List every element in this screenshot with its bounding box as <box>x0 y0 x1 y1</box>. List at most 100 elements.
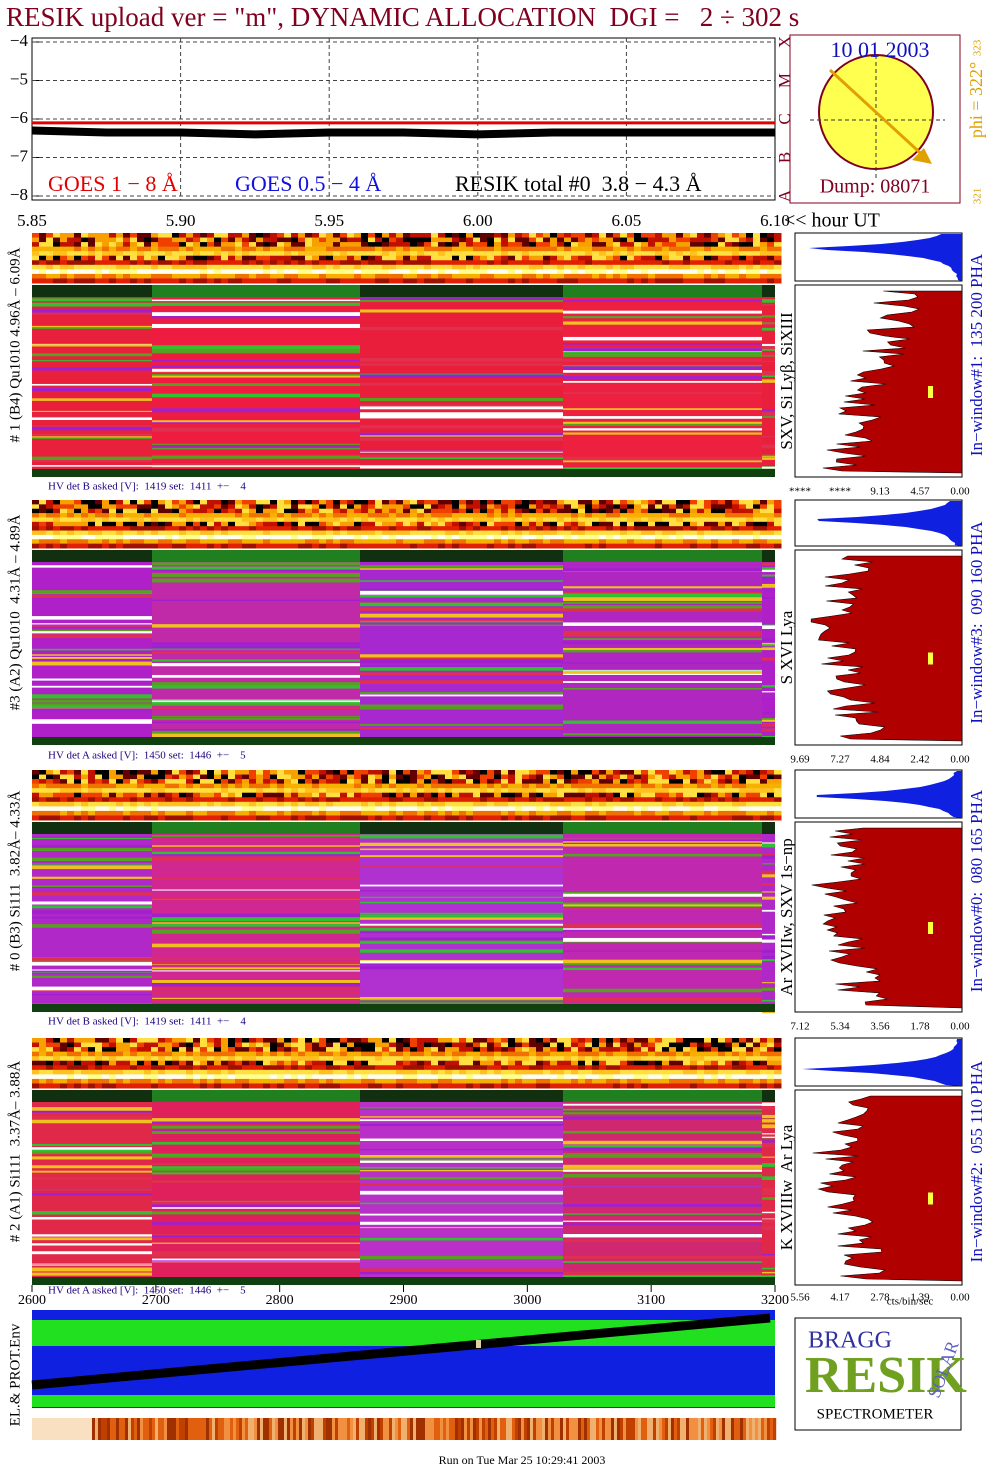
spectrogram-cell <box>599 1060 607 1066</box>
spectrogram-cell <box>648 1038 656 1044</box>
spectrogram-cell <box>606 246 614 252</box>
spectrogram-cell <box>32 797 40 803</box>
spectrogram-cell <box>662 237 670 243</box>
spectrogram-cell <box>410 255 418 261</box>
spectrogram-cell <box>438 508 446 514</box>
spectrogram-cell <box>592 530 600 536</box>
spectrogram-cell <box>277 1038 285 1044</box>
spectrogram-cell <box>473 801 481 807</box>
spectrogram-cell <box>697 783 705 789</box>
spectrogram-cell <box>186 517 194 523</box>
spectrogram-cell <box>557 543 565 549</box>
spectrogram-cell <box>599 255 607 261</box>
spectrogram-stripe <box>32 969 152 972</box>
spectrogram-cell <box>298 1042 306 1048</box>
spectrogram-cell <box>242 1047 250 1053</box>
spectrogram-cell <box>711 233 719 239</box>
spectrogram-cell <box>95 806 103 812</box>
spectrogram-cell <box>711 517 719 523</box>
spectrogram-cell <box>641 530 649 536</box>
y-tick-label: −6 <box>10 108 28 127</box>
spectrogram-cell <box>704 770 712 776</box>
spectrogram-cell <box>81 774 89 780</box>
spectrogram-stripe <box>360 901 563 904</box>
spectrogram-cell <box>487 543 495 549</box>
spectrogram-cell <box>95 539 103 545</box>
spectrogram-cell <box>564 513 572 518</box>
spectrogram-stripe <box>32 630 152 634</box>
spectrogram-cell <box>424 810 432 816</box>
spectrogram-cell <box>417 792 425 798</box>
spectrogram-stripe <box>762 853 775 857</box>
spectrogram-cell <box>410 500 418 505</box>
spectrogram-cell <box>46 788 54 794</box>
spectrogram-cell <box>515 521 523 527</box>
spectrogram-cell <box>676 269 684 275</box>
spectrogram-cell <box>760 1060 768 1066</box>
spectrogram-cell <box>564 1047 572 1053</box>
spectrogram-cell <box>396 526 404 532</box>
spectrogram-cell <box>571 810 579 816</box>
spectrogram-cell <box>606 269 614 275</box>
spectrogram-cell <box>382 1051 390 1057</box>
spectrogram-cell <box>214 806 222 812</box>
spectrogram-cell <box>487 260 495 266</box>
spectrogram-cell <box>347 504 355 510</box>
spectrogram-cell <box>697 1069 705 1075</box>
spectrogram-cell <box>347 534 355 540</box>
spectrogram-cell <box>690 1056 698 1062</box>
hv-label: HV det A asked [V]: 1450 set: 1446 +− 5 <box>48 750 246 762</box>
spectrogram-cell <box>333 273 341 279</box>
spectrogram-cell <box>676 788 684 794</box>
spectrogram-cell <box>410 792 418 798</box>
spectrogram-cell <box>648 543 656 549</box>
spectrogram-cell <box>221 508 229 514</box>
spectrogram-cell <box>424 1042 432 1048</box>
spectrogram-cell <box>284 513 292 518</box>
spectrogram-cell <box>655 539 663 545</box>
spectrogram-cell <box>347 500 355 505</box>
spectrogram-cell <box>690 260 698 266</box>
spectrogram-cell <box>543 508 551 514</box>
spectrogram-cell <box>529 806 537 812</box>
spectrogram-cell <box>214 1069 222 1075</box>
spectrogram-cell <box>739 815 747 821</box>
spectrogram-stripe <box>152 645 360 649</box>
spectrogram-cell <box>571 530 579 536</box>
spectrogram-cell <box>221 815 229 821</box>
spectrogram-cell <box>767 806 775 812</box>
spectrogram-cell <box>270 1047 278 1053</box>
spectrogram-cell <box>368 246 376 252</box>
spectrogram-cell <box>494 534 502 540</box>
spectrogram-cell <box>473 504 481 510</box>
spectrogram-cell <box>53 543 61 549</box>
spectrogram-cell <box>718 1051 726 1057</box>
spectrogram-cell <box>235 278 243 284</box>
spectrogram-cell <box>270 521 278 527</box>
spectrogram-cell <box>116 1060 124 1066</box>
spectrogram-cell <box>494 246 502 252</box>
spectrogram-cell <box>60 508 68 514</box>
spectrogram-cell <box>438 255 446 261</box>
spectrogram-cell <box>515 815 523 821</box>
spectrogram-cell <box>270 278 278 284</box>
spectrogram-cell <box>697 255 705 261</box>
spectrogram-stripe <box>762 435 775 438</box>
spectrogram-cell <box>536 500 544 505</box>
spectrogram-cell <box>32 251 40 257</box>
spectrogram-stripe <box>762 346 775 350</box>
spectrogram-cell <box>228 779 236 785</box>
spectrogram-cell <box>445 526 453 532</box>
spectrogram-cell <box>368 539 376 545</box>
spectrogram-cell <box>312 1069 320 1075</box>
spectrogram-cell <box>473 779 481 785</box>
spectrogram-stripe <box>152 566 360 571</box>
spectrogram-cell <box>746 1038 754 1044</box>
spectrogram-cell <box>354 534 362 540</box>
spectrogram-cell <box>340 1038 348 1044</box>
spectrogram-cell <box>137 1038 145 1044</box>
spectrogram-cell <box>683 517 691 523</box>
spectrogram-cell <box>571 242 579 248</box>
spectrogram-cell <box>571 237 579 243</box>
spectrogram-cell <box>746 521 754 527</box>
